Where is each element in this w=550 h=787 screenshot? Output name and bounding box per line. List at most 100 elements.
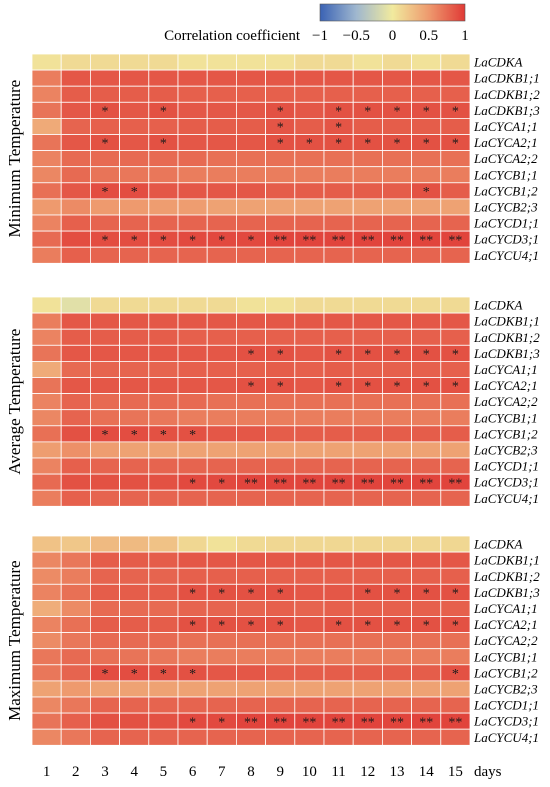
heatmap-cell [90,551,121,569]
heatmap-cell [323,360,354,378]
heatmap-cell [206,728,237,746]
heatmap-cell [323,728,354,746]
significance-mark: * [131,428,138,443]
heatmap-cell [119,409,150,427]
heatmap-cell [323,664,354,682]
heatmap-cell [206,567,237,585]
heatmap-cell [90,583,121,601]
heatmap-cell [265,393,296,411]
heatmap-cell [31,118,62,135]
gene-label: LaCDKA [473,298,522,313]
heatmap-cell [235,296,266,314]
gene-label: LaCYCA2;2 [473,633,538,648]
heatmap-cell [177,69,208,87]
heatmap-cell [90,457,121,475]
heatmap-cell [381,551,412,569]
heatmap-cell [90,166,121,184]
significance-mark: ** [332,715,346,730]
heatmap-cell [294,246,325,264]
heatmap-cell [206,344,237,362]
heatmap-cell [206,648,237,666]
heatmap-cell [323,583,354,601]
heatmap-cell [323,53,354,71]
colorbar-tick-label: 1 [461,28,469,44]
gene-label: LaCYCB1;1 [473,410,538,425]
heatmap-cell [206,69,237,87]
heatmap-cell [148,53,179,71]
heatmap-cell [294,166,325,184]
heatmap-cell [119,198,150,216]
heatmap-cell [31,344,62,362]
heatmap-cell [294,616,325,634]
heatmap-cell [119,214,150,232]
heatmap-cell [352,648,383,666]
significance-mark: * [248,619,255,634]
heatmap-cell [265,69,296,87]
significance-mark: ** [332,233,346,248]
gene-label: LaCYCU4;1 [473,248,539,263]
gene-label: LaCDKB1;1 [473,71,540,86]
heatmap-cell [411,728,442,746]
heatmap-cell [60,680,91,698]
heatmap-cell [31,567,62,585]
heatmap-cell [90,312,121,330]
heatmap-cell [206,409,237,427]
heatmap-cell [119,728,150,746]
heatmap-cell [294,632,325,650]
heatmap-cell [206,535,237,553]
heatmap-cell [381,85,412,103]
significance-mark: ** [361,233,375,248]
heatmap-cell [411,664,442,682]
heatmap-cell [265,680,296,698]
heatmap-cell [31,360,62,378]
heatmap-cell [440,85,471,103]
colorbar-tick-label: 0.5 [419,28,438,44]
heatmap-cell [177,393,208,411]
heatmap-cell [352,696,383,714]
heatmap-cell [323,198,354,216]
heatmap-cell [206,441,237,459]
heatmap-cell [90,296,121,314]
heatmap-cell [294,600,325,617]
significance-mark: * [160,233,167,248]
heatmap-cell [323,328,354,346]
heatmap-cell [31,425,62,443]
heatmap-cell [381,696,412,714]
heatmap-cell [148,296,179,314]
heatmap-cell [411,328,442,346]
significance-mark: * [423,380,430,395]
heatmap-cell [265,409,296,427]
gene-label: LaCYCD3;1 [473,714,539,729]
significance-mark: * [335,137,342,152]
significance-mark: ** [419,715,433,730]
significance-mark: * [248,380,255,395]
heatmap-cell [352,600,383,617]
significance-mark: * [277,137,284,152]
heatmap-cell [294,489,325,507]
heatmap-cell [148,328,179,346]
heatmap-cell [31,728,62,746]
heatmap-cell [60,296,91,314]
heatmap-cell [352,85,383,103]
heatmap-cell [381,600,412,617]
gene-label: LaCYCD1;1 [473,459,539,474]
x-tick-label: 10 [302,764,317,780]
heatmap-cell [235,680,266,698]
heatmap-cell [119,344,150,362]
heatmap-cell [177,551,208,569]
heatmap-cell [119,489,150,507]
x-tick-label: 1 [43,764,51,780]
heatmap-cell [294,360,325,378]
heatmap-cell [294,680,325,698]
heatmap-cell [119,101,150,119]
gene-label: LaCYCU4;1 [473,730,539,745]
heatmap-cell [294,85,325,103]
heatmap-cell [235,632,266,650]
heatmap-cell [90,118,121,135]
heatmap-cell [323,246,354,264]
heatmap-cell [235,85,266,103]
significance-mark: * [160,428,167,443]
heatmap-cell [235,328,266,346]
heatmap-cell [381,118,412,135]
significance-mark: ** [448,715,462,730]
